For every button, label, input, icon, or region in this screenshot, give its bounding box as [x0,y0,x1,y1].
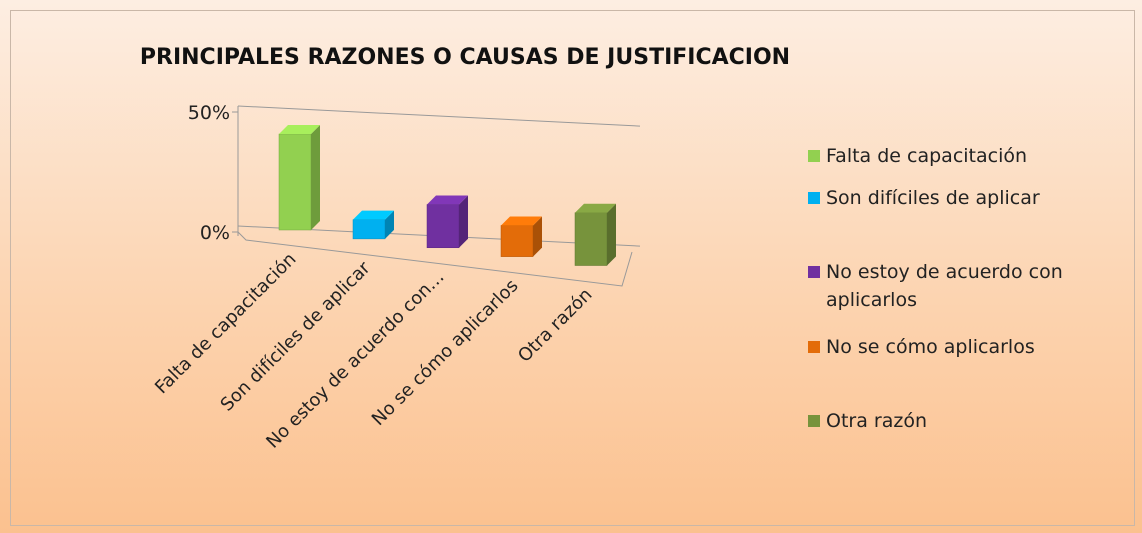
legend-label: Otra razón [826,410,927,432]
legend-swatch [808,192,820,204]
bar-front [574,212,608,266]
legend-item: No se cómo aplicarlos [808,333,1118,361]
legend-item: Otra razón [808,407,1118,435]
x-tick-label: Falta de capacitación [151,249,301,399]
legend-item: Falta de capacitación [808,142,1118,170]
legend-swatch [808,150,820,162]
bar-front [426,204,460,249]
bar-top [501,216,542,226]
bar-side [607,203,616,266]
y-tick-label: 50% [188,102,230,124]
bar-front [352,219,386,240]
bar-top [353,210,394,220]
bar-side [459,195,468,248]
x-tick-label: Otra razón [514,284,597,367]
bar [574,203,616,266]
chart-title: PRINCIPALES RAZONES O CAUSAS DE JUSTIFIC… [140,45,790,70]
legend-swatch [808,341,820,353]
bar-top [279,125,320,134]
bar-top [427,195,468,205]
bar-front [500,225,534,257]
bar [426,195,468,249]
legend-label: No se cómo aplicarlos [826,336,1035,358]
x-tick-label: No estoy de acuerdo con… [262,266,448,452]
x-tick-label: Son difíciles de aplicar [217,257,375,415]
legend-label: Falta de capacitación [826,145,1028,167]
bar [352,210,394,240]
bar-front [278,133,312,231]
floor [237,231,633,287]
x-tick-label: No se cómo aplicarlos [368,275,523,430]
bar [500,216,542,257]
bar-side [533,216,542,257]
y-tick-label: 0% [200,222,230,244]
legend-swatch [808,266,820,278]
legend-item: No estoy de acuerdo con aplicarlos [808,258,1118,314]
legend-swatch [808,415,820,427]
chart-frame [10,10,1135,526]
bar [278,125,320,231]
bar-side [385,210,394,239]
legend-label: Son difíciles de aplicar [826,187,1040,209]
legend-item: Son difíciles de aplicar [808,184,1118,212]
legend-label: No estoy de acuerdo con aplicarlos [826,261,1063,311]
bar-top [575,203,616,213]
bar-side [311,125,320,230]
grid-line [237,105,641,127]
